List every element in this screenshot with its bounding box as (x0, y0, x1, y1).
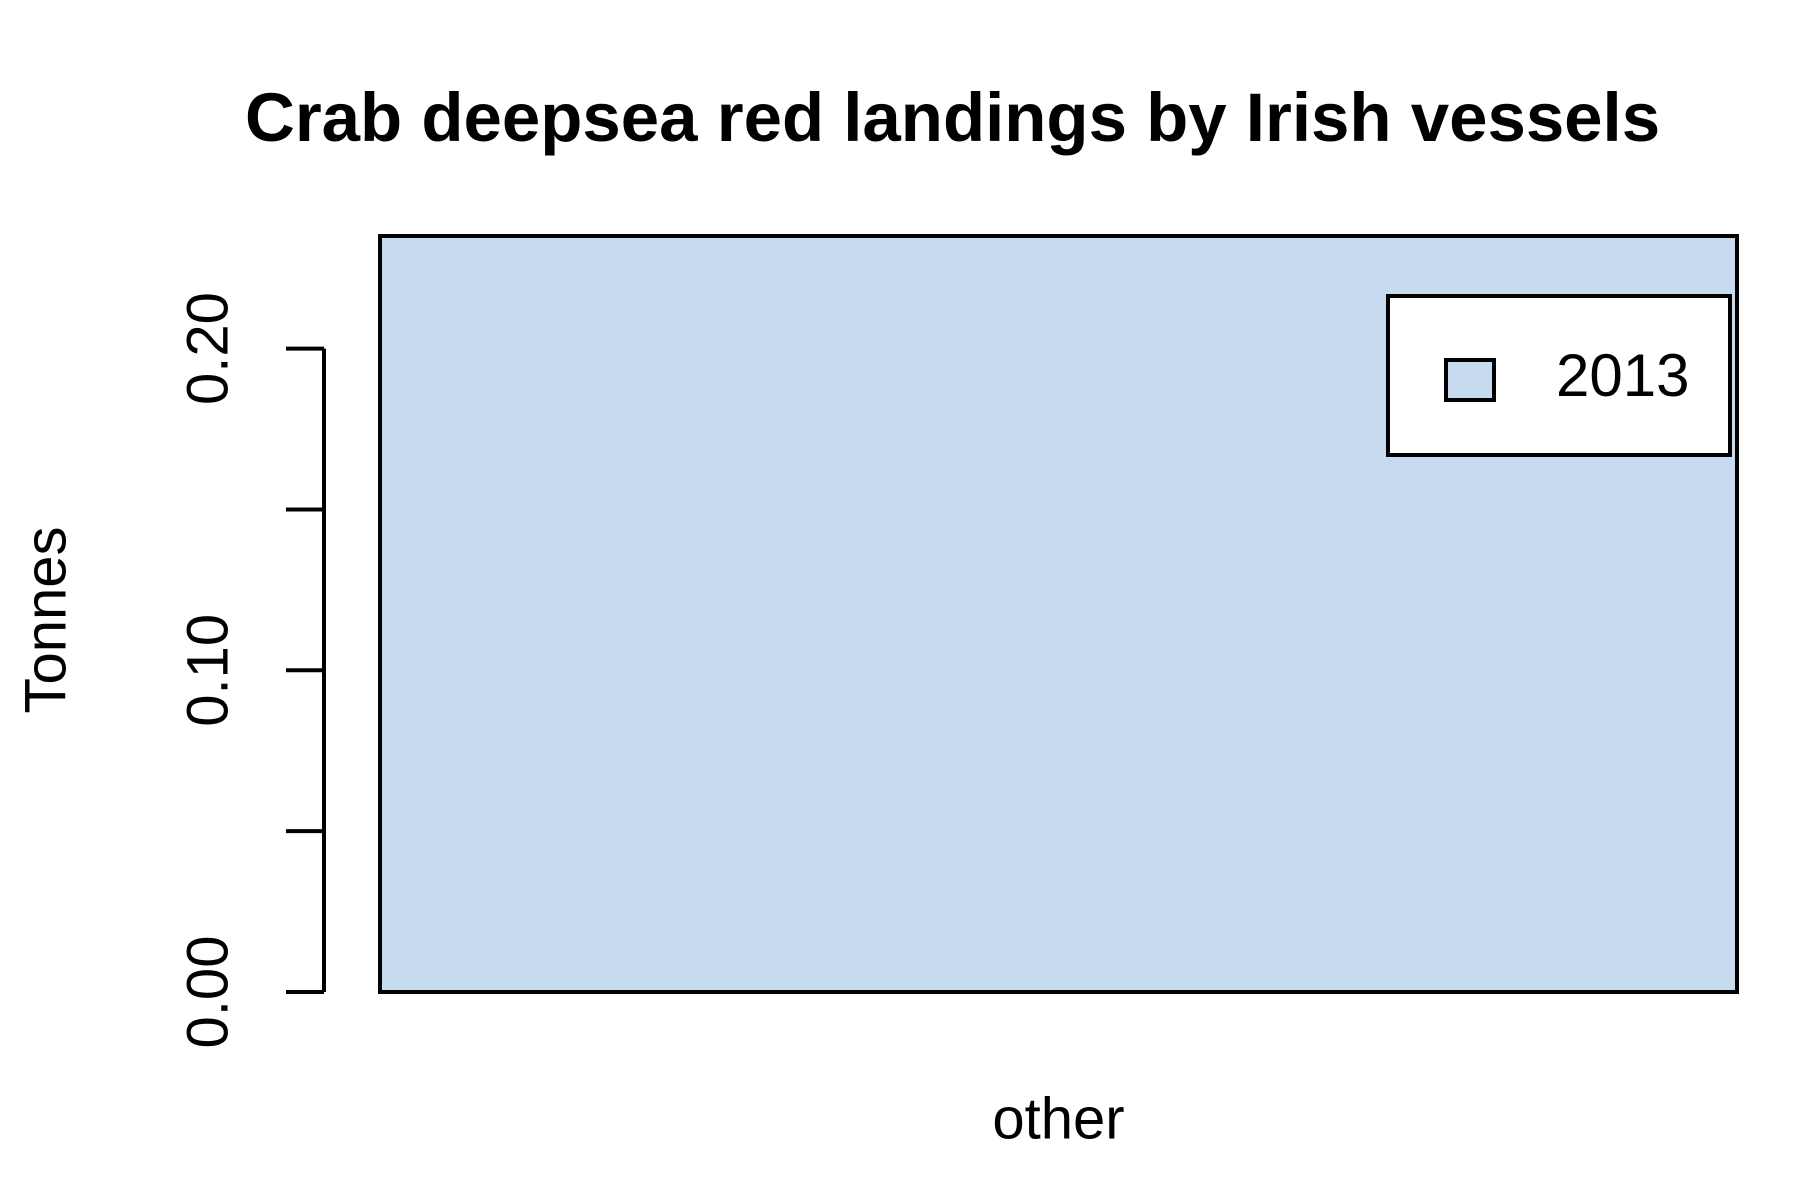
legend-label: 2013 (1556, 342, 1689, 409)
y-axis-label: Tonnes (13, 526, 78, 713)
legend-box (1386, 294, 1732, 457)
y-tick-label: 0.10 (175, 614, 240, 727)
y-tick-label: 0.20 (175, 292, 240, 405)
chart-title: Crab deepsea red landings by Irish vesse… (245, 79, 1660, 156)
y-tick-label: 0.00 (175, 936, 240, 1049)
plot-frame (378, 234, 1739, 994)
legend-swatch (1444, 358, 1496, 402)
x-tick-label: other (992, 1086, 1124, 1151)
